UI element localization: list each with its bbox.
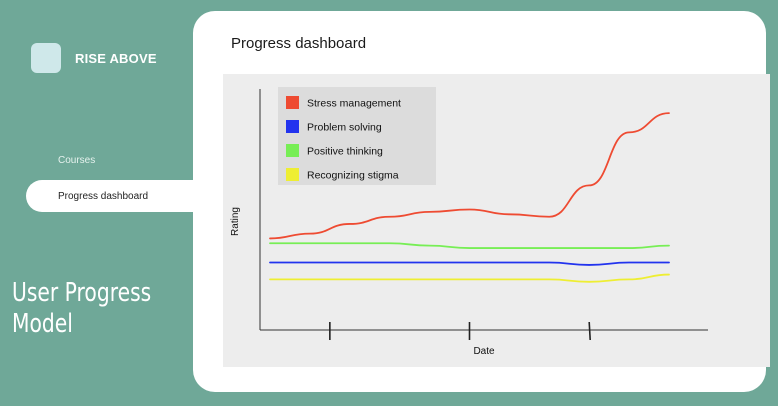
dashboard-card: Progress dashboard Rating Date Stress mana… — [193, 11, 770, 392]
x-tick — [588, 321, 591, 341]
series-line-0 — [269, 112, 670, 240]
legend-entry: Recognizing stigma — [307, 170, 399, 182]
legend-swatch — [286, 96, 299, 109]
sidebar-item-label: Progress dashboard — [58, 190, 149, 202]
caption: User Progress Model — [12, 278, 152, 339]
legend-entry: Problem solving — [307, 122, 382, 134]
logo-text: RISE ABOVE — [75, 50, 157, 66]
legend-entry: Stress management — [307, 98, 401, 110]
series-line-2 — [269, 242, 670, 249]
x-axis-label: Date — [473, 346, 495, 357]
series-line-1 — [269, 261, 670, 266]
legend-swatch — [286, 168, 299, 181]
legend-swatch — [286, 120, 299, 133]
sidebar-item-progress-dashboard[interactable]: Progress dashboard — [26, 180, 198, 212]
sidebar-item-courses[interactable]: Courses — [58, 155, 96, 166]
legend-swatch — [286, 144, 299, 157]
legend-entry: Positive thinking — [307, 146, 383, 158]
series-line-3 — [269, 273, 670, 283]
progress-chart: Rating Date Stress management Problem solvi… — [230, 87, 708, 357]
page-title: Progress dashboard — [231, 35, 367, 52]
logo: RISE ABOVE — [31, 43, 157, 73]
legend-box — [278, 87, 436, 185]
chart: Rating Date Stress management Problem solvi… — [223, 74, 770, 367]
logo-icon — [31, 43, 61, 73]
y-axis-label: Rating — [230, 207, 241, 236]
